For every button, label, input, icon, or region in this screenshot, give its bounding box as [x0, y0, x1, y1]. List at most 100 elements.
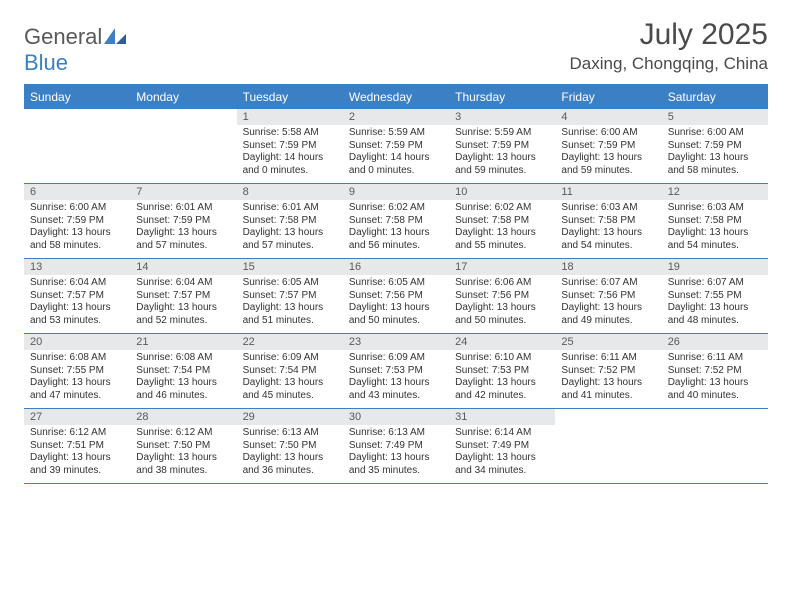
calendar-day-cell: 17Sunrise: 6:06 AMSunset: 7:56 PMDayligh… — [449, 259, 555, 334]
day-line: Sunrise: 6:05 AM — [349, 277, 443, 290]
day-content: Sunrise: 6:04 AMSunset: 7:57 PMDaylight:… — [130, 275, 236, 333]
day-line: Daylight: 13 hours — [243, 227, 337, 240]
calendar-day-cell — [130, 109, 236, 184]
day-number: 3 — [449, 109, 555, 125]
day-content: Sunrise: 6:09 AMSunset: 7:53 PMDaylight:… — [343, 350, 449, 408]
day-number: 23 — [343, 334, 449, 350]
day-number: 22 — [237, 334, 343, 350]
day-line: Sunset: 7:58 PM — [561, 215, 655, 228]
day-line: Sunset: 7:50 PM — [243, 440, 337, 453]
month-title: July 2025 — [570, 18, 768, 52]
day-line: Daylight: 13 hours — [243, 377, 337, 390]
day-line: Sunrise: 6:01 AM — [136, 202, 230, 215]
brand-logo: GeneralBlue — [24, 18, 126, 76]
day-line: Sunrise: 6:01 AM — [243, 202, 337, 215]
day-line: Daylight: 13 hours — [349, 452, 443, 465]
weekday-header-row: Sunday Monday Tuesday Wednesday Thursday… — [24, 86, 768, 109]
weekday-header: Sunday — [24, 86, 130, 109]
day-line: Sunrise: 6:11 AM — [561, 352, 655, 365]
day-content: Sunrise: 6:12 AMSunset: 7:51 PMDaylight:… — [24, 425, 130, 483]
day-line: Sunrise: 6:10 AM — [455, 352, 549, 365]
calendar-week-row: 27Sunrise: 6:12 AMSunset: 7:51 PMDayligh… — [24, 409, 768, 484]
day-line: Sunrise: 6:08 AM — [136, 352, 230, 365]
day-line: Sunrise: 6:07 AM — [561, 277, 655, 290]
day-line: and 58 minutes. — [668, 165, 762, 178]
day-line: Sunrise: 5:58 AM — [243, 127, 337, 140]
calendar-day-cell — [24, 109, 130, 184]
day-line: Sunset: 7:58 PM — [349, 215, 443, 228]
day-number: 31 — [449, 409, 555, 425]
day-line: Daylight: 13 hours — [668, 152, 762, 165]
day-line: Sunrise: 6:00 AM — [30, 202, 124, 215]
day-line: Sunrise: 6:14 AM — [455, 427, 549, 440]
day-line: and 58 minutes. — [30, 240, 124, 253]
calendar-day-cell: 4Sunrise: 6:00 AMSunset: 7:59 PMDaylight… — [555, 109, 661, 184]
day-line: and 50 minutes. — [349, 315, 443, 328]
day-number: 27 — [24, 409, 130, 425]
day-line: Sunrise: 5:59 AM — [455, 127, 549, 140]
day-content: Sunrise: 6:10 AMSunset: 7:53 PMDaylight:… — [449, 350, 555, 408]
calendar-body: 1Sunrise: 5:58 AMSunset: 7:59 PMDaylight… — [24, 109, 768, 484]
day-line: Sunrise: 6:09 AM — [243, 352, 337, 365]
day-content — [662, 425, 768, 483]
day-line: Sunrise: 6:03 AM — [561, 202, 655, 215]
day-line: Sunset: 7:54 PM — [243, 365, 337, 378]
day-line: Sunset: 7:56 PM — [455, 290, 549, 303]
day-line: Sunrise: 6:06 AM — [455, 277, 549, 290]
day-line: Sunset: 7:53 PM — [455, 365, 549, 378]
day-line: and 53 minutes. — [30, 315, 124, 328]
day-number: 7 — [130, 184, 236, 200]
calendar-day-cell: 2Sunrise: 5:59 AMSunset: 7:59 PMDaylight… — [343, 109, 449, 184]
day-content: Sunrise: 6:00 AMSunset: 7:59 PMDaylight:… — [24, 200, 130, 258]
calendar-day-cell: 18Sunrise: 6:07 AMSunset: 7:56 PMDayligh… — [555, 259, 661, 334]
calendar-day-cell: 15Sunrise: 6:05 AMSunset: 7:57 PMDayligh… — [237, 259, 343, 334]
day-line: and 48 minutes. — [668, 315, 762, 328]
day-line: and 0 minutes. — [349, 165, 443, 178]
day-line: Daylight: 13 hours — [668, 302, 762, 315]
day-number: 19 — [662, 259, 768, 275]
day-line: Daylight: 13 hours — [668, 227, 762, 240]
day-line: Sunset: 7:49 PM — [455, 440, 549, 453]
day-line: Sunrise: 6:13 AM — [349, 427, 443, 440]
day-line: Daylight: 13 hours — [30, 302, 124, 315]
day-line: Daylight: 13 hours — [136, 377, 230, 390]
day-line: Sunset: 7:58 PM — [455, 215, 549, 228]
day-content: Sunrise: 6:14 AMSunset: 7:49 PMDaylight:… — [449, 425, 555, 483]
day-line: Sunset: 7:53 PM — [349, 365, 443, 378]
day-line: Daylight: 13 hours — [243, 302, 337, 315]
day-line: Daylight: 13 hours — [349, 302, 443, 315]
calendar-day-cell: 13Sunrise: 6:04 AMSunset: 7:57 PMDayligh… — [24, 259, 130, 334]
day-line: Sunset: 7:57 PM — [243, 290, 337, 303]
day-content: Sunrise: 6:02 AMSunset: 7:58 PMDaylight:… — [343, 200, 449, 258]
day-line: Daylight: 13 hours — [30, 377, 124, 390]
day-content — [130, 125, 236, 183]
day-line: Sunset: 7:59 PM — [349, 140, 443, 153]
day-content: Sunrise: 6:09 AMSunset: 7:54 PMDaylight:… — [237, 350, 343, 408]
day-content: Sunrise: 5:58 AMSunset: 7:59 PMDaylight:… — [237, 125, 343, 183]
day-line: Daylight: 13 hours — [668, 377, 762, 390]
day-line: Sunset: 7:58 PM — [243, 215, 337, 228]
calendar-day-cell: 27Sunrise: 6:12 AMSunset: 7:51 PMDayligh… — [24, 409, 130, 484]
day-line: Sunset: 7:55 PM — [30, 365, 124, 378]
calendar-day-cell: 14Sunrise: 6:04 AMSunset: 7:57 PMDayligh… — [130, 259, 236, 334]
day-line: Sunset: 7:49 PM — [349, 440, 443, 453]
day-number: 30 — [343, 409, 449, 425]
day-line: Sunset: 7:52 PM — [561, 365, 655, 378]
day-line: Daylight: 13 hours — [455, 452, 549, 465]
calendar-week-row: 1Sunrise: 5:58 AMSunset: 7:59 PMDaylight… — [24, 109, 768, 184]
calendar-day-cell: 31Sunrise: 6:14 AMSunset: 7:49 PMDayligh… — [449, 409, 555, 484]
day-content: Sunrise: 6:13 AMSunset: 7:50 PMDaylight:… — [237, 425, 343, 483]
day-number: 26 — [662, 334, 768, 350]
day-content: Sunrise: 5:59 AMSunset: 7:59 PMDaylight:… — [449, 125, 555, 183]
day-line: Sunset: 7:59 PM — [243, 140, 337, 153]
day-line: Sunrise: 6:03 AM — [668, 202, 762, 215]
calendar-day-cell: 23Sunrise: 6:09 AMSunset: 7:53 PMDayligh… — [343, 334, 449, 409]
calendar-day-cell: 21Sunrise: 6:08 AMSunset: 7:54 PMDayligh… — [130, 334, 236, 409]
day-content: Sunrise: 6:08 AMSunset: 7:55 PMDaylight:… — [24, 350, 130, 408]
day-number: 5 — [662, 109, 768, 125]
day-number: 16 — [343, 259, 449, 275]
calendar-table: Sunday Monday Tuesday Wednesday Thursday… — [24, 86, 768, 484]
calendar-day-cell: 24Sunrise: 6:10 AMSunset: 7:53 PMDayligh… — [449, 334, 555, 409]
day-line: and 54 minutes. — [561, 240, 655, 253]
calendar-day-cell: 20Sunrise: 6:08 AMSunset: 7:55 PMDayligh… — [24, 334, 130, 409]
